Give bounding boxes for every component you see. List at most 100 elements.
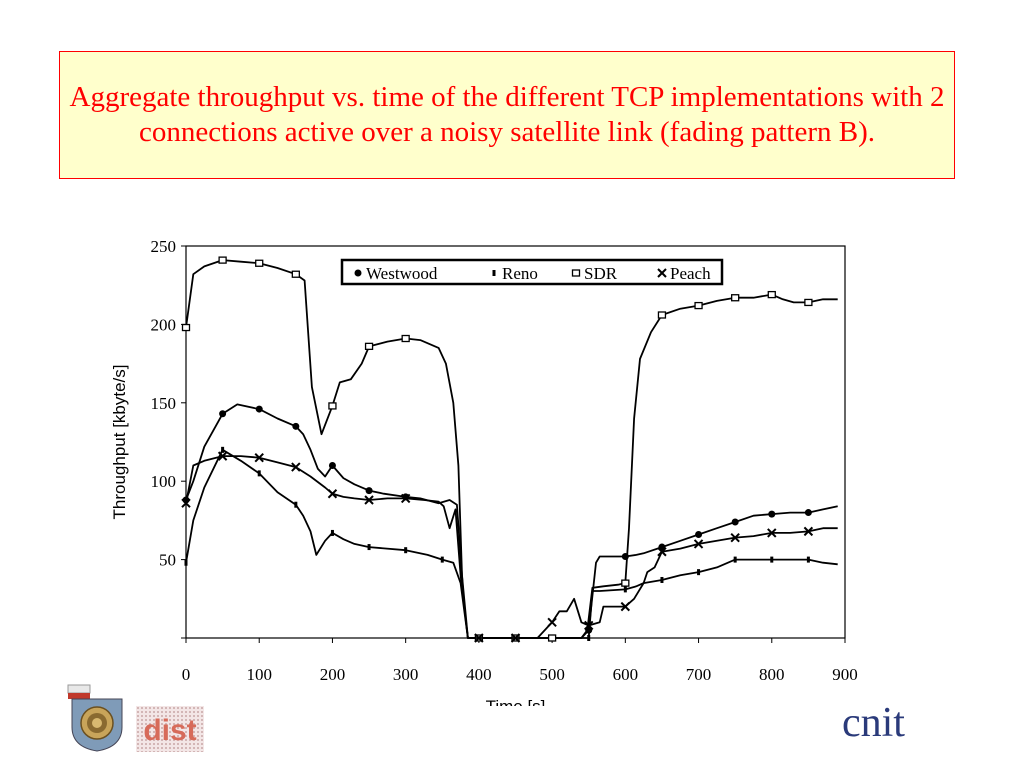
x-tick-label: 0 [182, 665, 191, 684]
x-marker-stroke [364, 495, 374, 505]
data-point-reno [697, 569, 701, 576]
x-tick-label: 100 [246, 665, 272, 684]
x-tick-label: 800 [759, 665, 785, 684]
data-point-peach [803, 526, 814, 537]
cnit-logo-text: cnit [842, 700, 905, 746]
data-point-sdr [547, 634, 557, 642]
x-axis-title: Time [s] [486, 697, 546, 716]
axis-labels: Time [s] [486, 697, 546, 716]
y-tick-label: 150 [151, 394, 177, 413]
data-point-peach [510, 633, 521, 643]
legend-label-peach: Peach [670, 264, 711, 283]
data-point-reno [184, 559, 188, 566]
plot-area [185, 245, 846, 639]
x-marker-stroke [254, 452, 264, 463]
x-marker-stroke [291, 462, 301, 472]
data-point-westwood [255, 405, 263, 413]
data-point-westwood [768, 510, 776, 518]
data-point-peach [291, 462, 301, 472]
plot-frame [185, 245, 846, 639]
data-point-peach [327, 489, 338, 499]
series-westwood [182, 403, 838, 642]
legend-label-westwood: Westwood [366, 264, 438, 283]
x-tick-label: 400 [466, 665, 492, 684]
data-point-peach [181, 498, 191, 508]
data-point-peach [584, 620, 594, 631]
x-marker-stroke [803, 526, 814, 537]
data-point-westwood [328, 462, 336, 470]
data-point-peach [474, 633, 484, 643]
data-point-sdr [181, 323, 191, 332]
data-point-westwood [804, 509, 812, 517]
dist-logo: dist [136, 706, 204, 752]
data-point-peach [620, 601, 631, 612]
x-marker-stroke [181, 498, 191, 508]
y-axis-title: Throughput [kbyte/s] [110, 365, 129, 520]
data-point-sdr [291, 270, 300, 278]
x-tick-label: 200 [320, 665, 346, 684]
x-marker-stroke [620, 601, 631, 612]
x-marker-stroke [730, 532, 740, 543]
dist-logo-text: dist [143, 714, 196, 747]
data-point-peach [767, 528, 777, 538]
series-line-westwood [185, 403, 838, 639]
data-point-reno [367, 544, 371, 551]
x-marker-stroke [584, 620, 594, 631]
x-marker-stroke [547, 617, 557, 628]
series-reno [184, 446, 838, 641]
x-marker-stroke [767, 528, 777, 538]
x-marker-stroke [400, 493, 411, 504]
data-point-peach [254, 452, 264, 463]
data-point-westwood [695, 531, 703, 539]
data-point-reno [806, 556, 810, 563]
data-point-westwood [292, 422, 300, 430]
legend-marker-peach [657, 268, 667, 278]
x-tick-label: 900 [832, 665, 858, 684]
data-point-sdr [364, 342, 374, 351]
data-point-sdr [255, 259, 264, 267]
axes: 50 100 150 200 250 0 100 200 300 400 500 600 700 800 9… [110, 237, 858, 684]
data-point-sdr [694, 301, 703, 310]
legend-label-reno: Reno [502, 264, 538, 283]
data-point-peach [730, 532, 740, 543]
series-line-sdr [185, 259, 838, 639]
title-box: Aggregate throughput vs. time of the dif… [59, 51, 955, 179]
data-point-sdr [657, 311, 667, 319]
data-point-reno [623, 586, 627, 593]
legend-label-sdr: SDR [584, 264, 618, 283]
legend: Westwood Reno SDR Peach [340, 258, 724, 286]
data-point-reno [587, 635, 591, 641]
cnit-logo: cnit [842, 700, 905, 746]
data-point-reno [404, 547, 408, 554]
data-point-reno [294, 501, 298, 508]
series-peach [181, 451, 838, 643]
x-tick-label: 300 [393, 665, 419, 684]
y-tick-label: 50 [159, 551, 176, 570]
data-point-peach [364, 495, 374, 505]
data-point-sdr [767, 290, 776, 299]
data-point-reno [221, 446, 225, 453]
data-point-sdr [401, 334, 410, 343]
legend-box [340, 258, 724, 286]
x-marker-stroke [657, 547, 667, 557]
data-point-reno [330, 529, 334, 536]
y-tick-label: 100 [151, 472, 177, 491]
x-tick-label: 700 [686, 665, 712, 684]
data-point-westwood [365, 487, 373, 495]
series-layer [181, 256, 838, 643]
x-marker-stroke [693, 539, 704, 549]
series-line-peach [185, 455, 838, 639]
data-point-peach [547, 617, 557, 628]
data-point-westwood [731, 518, 739, 526]
data-point-sdr [731, 294, 740, 302]
x-tick-label: 600 [613, 665, 639, 684]
legend-marker-reno [492, 270, 496, 276]
slide-title: Aggregate throughput vs. time of the dif… [69, 81, 945, 148]
data-point-peach [693, 539, 704, 549]
x-marker-stroke [510, 633, 521, 643]
data-point-reno [257, 470, 261, 477]
data-point-sdr [621, 579, 630, 587]
data-point-peach [400, 493, 411, 504]
data-point-sdr [328, 402, 337, 410]
